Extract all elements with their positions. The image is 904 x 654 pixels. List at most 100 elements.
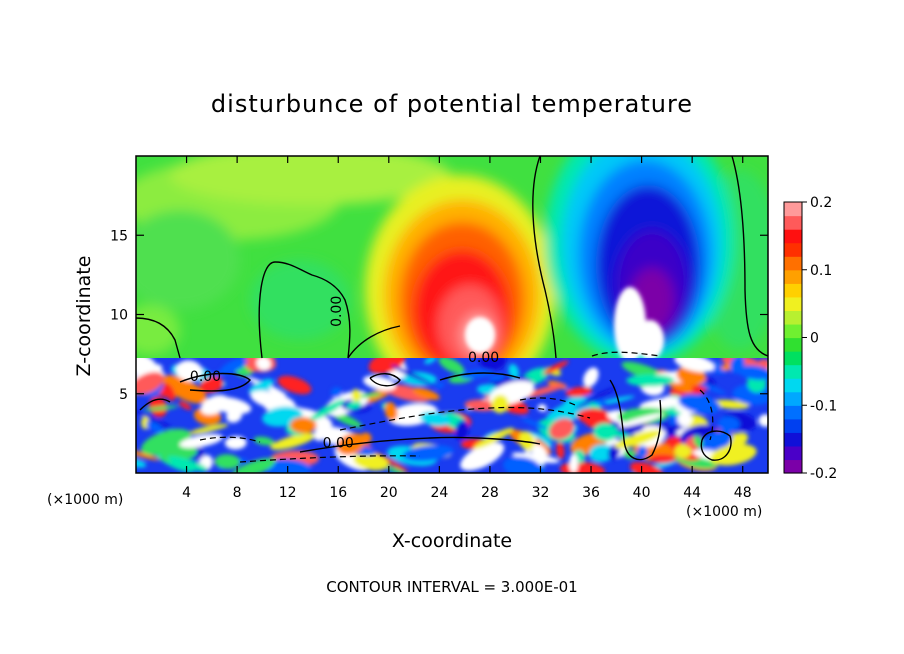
colorbar-swatch [784,459,802,474]
colorbar-tick-label: 0.2 [810,195,832,211]
colorbar-swatch [784,364,802,379]
noise-blob [710,444,757,466]
noise-blob [678,393,721,414]
noise-blob [521,418,547,430]
y-tick-label: 10 [110,308,128,324]
contour-interval-footer: CONTOUR INTERVAL = 3.000E-01 [326,578,577,596]
noise-blob [226,408,243,423]
contour-label: 0.00 [323,436,354,452]
contour-labels: 0.00 0.00 0.00 0.00 [190,296,499,452]
white-patch [636,320,664,360]
contour-line [258,261,351,359]
noise-blob [290,417,317,434]
x-tick-label: 12 [279,485,297,501]
y-axis: 5 10 15 [110,228,768,403]
noise-blob [162,374,207,404]
noise-blob [420,411,451,427]
noise-blob [136,446,160,461]
contour-line [700,430,732,461]
noise-blob [384,401,398,421]
colorbar-swatch [784,323,802,339]
contour-line-dashed [199,436,261,443]
noise-blob [391,365,432,385]
noise-blob [574,387,616,409]
noise-blob [454,420,469,441]
noise-blob [549,418,575,440]
noise-blob [310,399,345,421]
noise-blob [677,412,693,427]
colorbar-tick-label: -0.1 [810,398,837,414]
noise-blob [577,408,614,426]
noise-blob [412,387,440,401]
noise-blob [424,358,437,365]
y-tick-label: 15 [110,228,128,244]
noise-blob [518,383,566,400]
noise-blob [626,374,675,387]
colorbar-swatch [784,432,802,447]
noise-blob [649,454,676,464]
noise-blob [588,444,615,463]
x-tick-label: 24 [430,485,448,501]
colorbar-swatch [784,445,802,461]
noise-blob [694,380,727,395]
y-axis-title: Z-coordinate [73,256,95,377]
colorbar-swatch [784,405,802,420]
x-tick-label: 32 [532,485,550,501]
contour-line-dashed [699,389,714,441]
x-tick-label: 48 [734,485,752,501]
contour-line [179,372,251,392]
noise-blob [569,453,579,473]
colorbar-tick-label: 0 [810,331,819,347]
out-of-range-upper [465,287,664,363]
noise-blob [136,458,147,468]
colorbar-swatch [784,337,802,352]
x-tick-label: 28 [481,485,499,501]
noise-blob [175,360,203,382]
noise-blob [136,372,165,395]
noise-blob [543,360,569,375]
contour-line-dashed [519,397,576,406]
noise-blob [199,376,224,394]
contour-line [439,372,521,381]
contour-line [139,398,171,411]
colorbar-tick-label: 0.1 [810,263,832,279]
x-axis: 4 8 12 16 20 24 28 32 36 40 44 48 [182,156,752,501]
noise-blob [593,422,618,442]
noise-blob [331,387,343,398]
contour-line [136,317,181,359]
noise-blob [231,457,276,473]
contour-label: 0.00 [329,296,345,327]
noise-blob [488,374,506,382]
colorbar-swatch [784,215,802,230]
noise-blob [146,421,164,433]
noise-blob [614,430,662,449]
noise-blob [351,389,361,402]
noise-blob [270,433,316,450]
x-tick-label: 40 [633,485,651,501]
contour-lines-negative [199,351,714,463]
noise-blob [256,358,271,371]
noise-blob [167,456,208,472]
colorbar-swatch [784,351,802,366]
noise-blob [718,416,740,432]
noise-blob [618,413,664,428]
contour-line [347,325,401,359]
noise-blob [460,442,505,471]
noise-blob [508,363,519,379]
noise-blob [758,414,768,427]
noise-blob [670,415,679,426]
noise-blob [224,436,247,450]
noise-blob [178,401,192,410]
field-region [136,210,240,310]
noise-blob [435,382,445,389]
contour-lines [136,156,768,461]
noise-blob [141,428,191,456]
field-region [136,305,180,355]
noise-blob [565,386,593,397]
noise-blob [382,384,431,402]
noise-blob [629,461,664,473]
colorbar-swatch [784,283,802,298]
contour-line [299,436,541,453]
x-tick-label: 16 [329,485,347,501]
